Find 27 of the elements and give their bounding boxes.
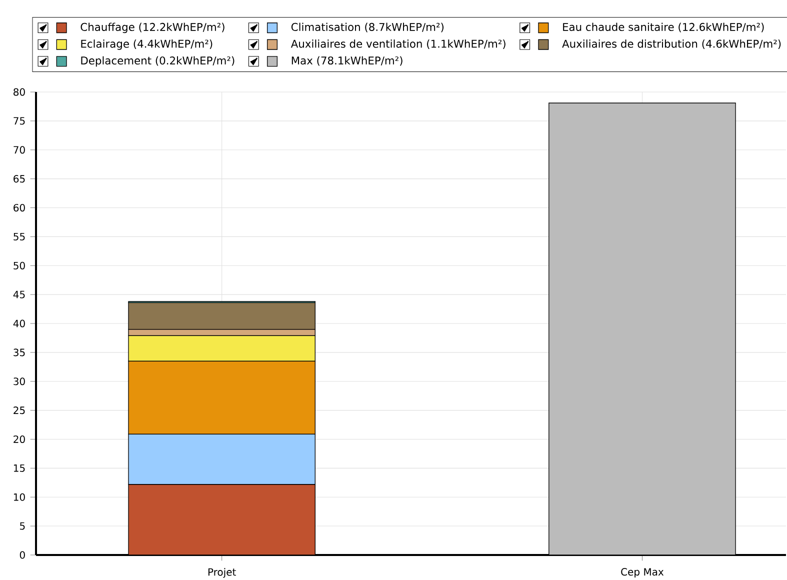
y-tick-label: 50 xyxy=(14,262,25,270)
y-tick-label: 40 xyxy=(13,320,25,328)
y-tick-label: 45 xyxy=(13,290,25,298)
legend-label: Deplacement (0.2kWhEP/m²) xyxy=(81,56,234,67)
y-tick-label: 20 xyxy=(14,435,25,444)
legend-label: Eclairage (4.4kWhEP/m²) xyxy=(81,40,212,50)
y-tick-label: 55 xyxy=(14,232,25,240)
y-tick-label: 65 xyxy=(14,175,25,183)
y-tick-label: 60 xyxy=(14,204,25,212)
legend-label: Chauffage (12.2kWhEP/m²) xyxy=(80,22,224,34)
y-tick-label: 30 xyxy=(14,378,25,386)
x-tick-label: Projet xyxy=(208,568,236,578)
y-tick-label: 10 xyxy=(14,493,25,501)
y-tick-label: 75 xyxy=(14,117,25,125)
legend-label: Climatisation (8.7kWhEP/m²) xyxy=(291,22,444,32)
legend-label: Eau chaude sanitaire (12.6kWhEP/m²) xyxy=(563,22,764,32)
y-tick-label: 25 xyxy=(14,406,25,414)
y-tick-label: 80 xyxy=(14,88,25,96)
y-tick-label: 15 xyxy=(14,464,25,472)
y-tick-label: 35 xyxy=(14,348,25,356)
legend-label: Max (78.1kWhEP/m²) xyxy=(292,56,402,66)
y-tick-label: 0 xyxy=(20,551,25,559)
legend-label: Auxiliaires de ventilation (1.1kWhEP/m²) xyxy=(290,40,506,50)
x-tick-label: Cep Max xyxy=(621,568,664,578)
y-tick-label: 70 xyxy=(14,146,25,154)
legend-label: Auxiliaires de distribution (4.6kWhEP/m²) xyxy=(562,40,781,50)
y-tick-label: 5 xyxy=(20,522,25,530)
